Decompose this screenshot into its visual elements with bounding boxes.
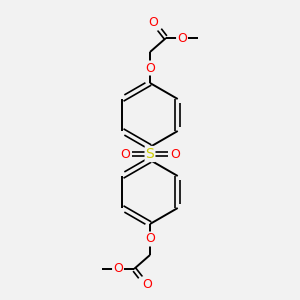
Text: O: O xyxy=(145,61,155,74)
Text: O: O xyxy=(145,232,155,245)
Text: O: O xyxy=(142,278,152,290)
Text: S: S xyxy=(146,147,154,161)
Text: O: O xyxy=(113,262,123,275)
Text: O: O xyxy=(120,148,130,160)
Text: O: O xyxy=(177,32,187,44)
Text: O: O xyxy=(170,148,180,160)
Text: O: O xyxy=(148,16,158,29)
